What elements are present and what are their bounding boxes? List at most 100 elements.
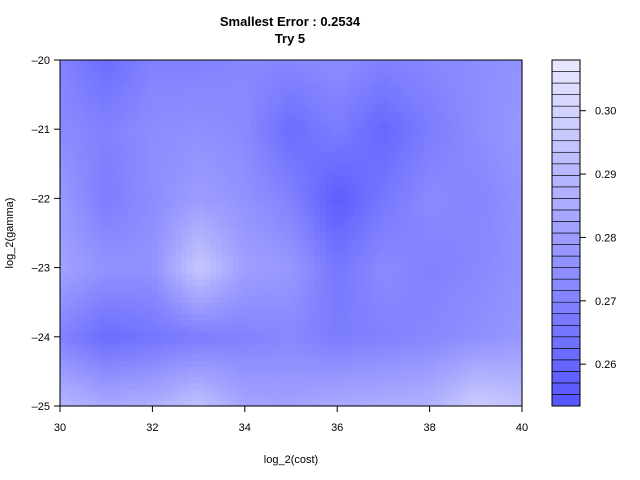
heatmap-cell — [192, 83, 200, 90]
heatmap-cell — [210, 111, 217, 119]
heatmap-cell — [169, 290, 177, 298]
heatmap-cell — [94, 152, 102, 159]
heatmap-cell — [389, 221, 396, 228]
heatmap-cell — [198, 377, 205, 384]
heatmap-cell — [394, 377, 402, 384]
heatmap-cell — [371, 117, 379, 125]
heatmap-cell — [210, 175, 217, 182]
heatmap-cell — [227, 169, 234, 176]
heatmap-cell — [210, 365, 217, 372]
heatmap-cell — [337, 400, 344, 407]
heatmap-cell — [435, 382, 442, 390]
heatmap-cell — [100, 209, 107, 217]
heatmap-cell — [325, 60, 333, 67]
heatmap-cell — [227, 181, 234, 188]
heatmap-cell — [319, 83, 327, 90]
heatmap-cell — [412, 100, 419, 107]
heatmap-cell — [221, 198, 229, 205]
heatmap-cell — [129, 394, 136, 401]
heatmap-cell — [210, 261, 217, 269]
heatmap-cell — [429, 342, 436, 349]
heatmap-cell — [435, 261, 442, 269]
heatmap-cell — [88, 60, 96, 67]
heatmap-cell — [441, 227, 448, 234]
heatmap-cell — [158, 342, 165, 349]
heatmap-cell — [204, 106, 211, 113]
heatmap-cell — [169, 88, 177, 96]
heatmap-cell — [221, 204, 229, 211]
heatmap-cell — [285, 267, 292, 274]
heatmap-cell — [152, 377, 159, 384]
heatmap-cell — [181, 100, 188, 107]
heatmap-cell — [192, 65, 200, 73]
heatmap-cell — [389, 342, 396, 349]
heatmap-cell — [366, 261, 373, 269]
heatmap-cell — [314, 256, 321, 263]
heatmap-cell — [458, 290, 465, 298]
heatmap-cell — [487, 244, 494, 251]
heatmap-cell — [435, 77, 442, 84]
heatmap-cell — [215, 233, 223, 240]
heatmap-cell — [279, 319, 286, 326]
heatmap-cell — [314, 146, 321, 153]
heatmap-cell — [140, 117, 148, 125]
heatmap-cell — [510, 83, 517, 90]
heatmap-cell — [366, 60, 373, 67]
heatmap-cell — [192, 290, 200, 298]
heatmap-cell — [273, 267, 281, 274]
heatmap-cell — [135, 77, 142, 84]
heatmap-cell — [435, 158, 442, 165]
heatmap-cell — [435, 394, 442, 401]
heatmap-cell — [198, 336, 205, 344]
heatmap-cell — [279, 221, 286, 228]
heatmap-cell — [470, 71, 477, 78]
heatmap-cell — [215, 284, 223, 292]
heatmap-cell — [423, 158, 431, 165]
heatmap-cell — [475, 325, 483, 332]
heatmap-cell — [516, 186, 523, 194]
heatmap-cell — [493, 238, 500, 246]
heatmap-cell — [302, 111, 309, 119]
heatmap-cell — [158, 400, 165, 407]
heatmap-cell — [117, 83, 125, 90]
heatmap-cell — [210, 388, 217, 396]
heatmap-cell — [169, 152, 177, 159]
heatmap-cell — [94, 60, 102, 67]
heatmap-cell — [366, 94, 373, 101]
heatmap-cell — [175, 163, 182, 171]
heatmap-cell — [429, 123, 436, 130]
heatmap-cell — [418, 140, 425, 148]
heatmap-cell — [475, 181, 483, 188]
heatmap-cell — [221, 256, 229, 263]
heatmap-cell — [204, 400, 211, 407]
heatmap-cell — [458, 209, 465, 217]
heatmap-cell — [366, 394, 373, 401]
heatmap-cell — [152, 192, 159, 199]
heatmap-cell — [111, 106, 119, 113]
heatmap-cell — [446, 273, 454, 280]
heatmap-cell — [360, 83, 367, 90]
heatmap-cell — [412, 325, 419, 332]
heatmap-cell — [354, 221, 361, 228]
heatmap-cell — [510, 336, 517, 344]
heatmap-cell — [94, 198, 102, 205]
heatmap-cell — [446, 94, 454, 101]
heatmap-cell — [429, 152, 436, 159]
heatmap-cell — [360, 111, 367, 119]
heatmap-cell — [348, 256, 356, 263]
heatmap-cell — [94, 284, 102, 292]
heatmap-cell — [331, 290, 338, 298]
heatmap-cell — [498, 273, 506, 280]
heatmap-cell — [239, 388, 246, 396]
heatmap-cell — [256, 129, 263, 136]
heatmap-cell — [354, 359, 361, 367]
heatmap-cell — [452, 267, 460, 274]
heatmap-cell — [60, 134, 67, 142]
heatmap-cell — [239, 302, 246, 309]
heatmap-cell — [337, 342, 344, 349]
heatmap-cell — [210, 319, 217, 326]
heatmap-cell — [406, 175, 413, 182]
heatmap-cell — [169, 382, 177, 390]
heatmap-cell — [498, 233, 506, 240]
heatmap-cell — [117, 250, 125, 257]
